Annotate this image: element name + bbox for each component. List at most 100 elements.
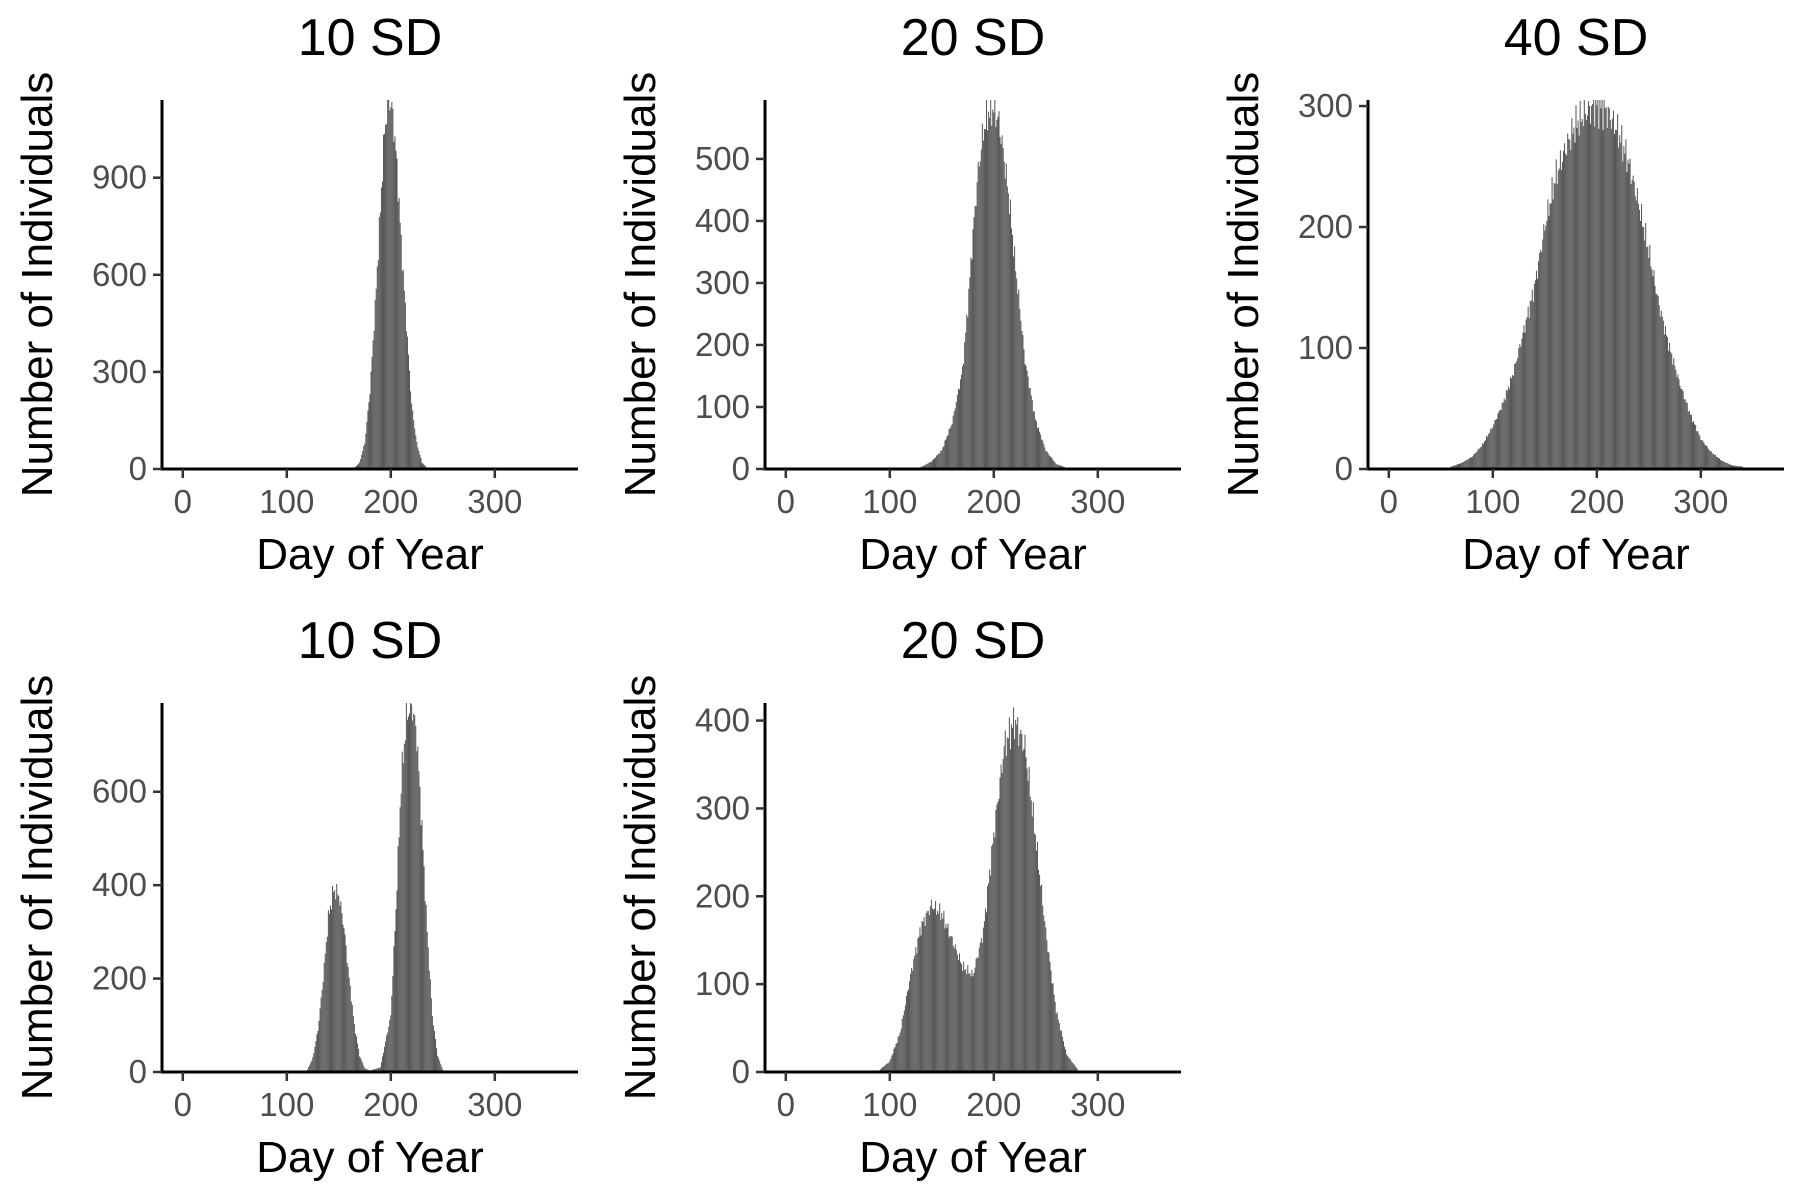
histogram-bar (1720, 459, 1722, 469)
histogram-bar (1674, 365, 1676, 469)
histogram-bar (1548, 215, 1550, 469)
y-tick-label: 300 (695, 264, 750, 301)
histogram-bar (1475, 452, 1477, 469)
histogram-bar (371, 356, 373, 469)
histogram-bar (1032, 802, 1034, 1072)
histogram-bar (1046, 451, 1048, 469)
histogram-bar (1032, 411, 1034, 469)
histogram-bar (429, 979, 431, 1072)
histogram-bar (369, 394, 371, 469)
histogram-bar (334, 890, 336, 1072)
y-tick-label: 100 (695, 388, 750, 425)
histogram-bar (381, 181, 383, 469)
histogram-bar (1487, 436, 1489, 469)
histogram-bar (1631, 179, 1633, 469)
histogram-bar (888, 1062, 890, 1072)
histogram-bar (952, 415, 954, 469)
histogram-bar (1571, 118, 1573, 469)
histogram-bar (946, 436, 948, 469)
histogram-bar (958, 953, 960, 1072)
histogram-bars (878, 707, 1078, 1072)
histogram-bar (940, 450, 942, 469)
histogram-bar (1501, 402, 1503, 469)
histogram-bar (938, 913, 940, 1072)
histogram-bar (416, 442, 418, 469)
histogram-bar (930, 899, 932, 1072)
histogram-bar (1025, 365, 1027, 469)
histogram-bar (406, 719, 408, 1072)
histogram-bar (1515, 362, 1517, 469)
histogram-bar (1654, 285, 1656, 469)
histogram-bar (435, 1039, 437, 1072)
x-axis-title: Day of Year (859, 530, 1087, 579)
histogram-bar (1012, 235, 1014, 469)
histogram-bar (1592, 104, 1594, 469)
histogram-bar (884, 1066, 886, 1072)
histogram-bar (927, 910, 929, 1072)
histogram-bar (1667, 337, 1669, 469)
histogram-bar (361, 454, 363, 469)
histogram-bar (1701, 440, 1703, 469)
histogram-bar (883, 1066, 885, 1072)
histogram-bar (1673, 358, 1675, 469)
histogram-bar (1545, 225, 1547, 469)
histogram-bar (951, 936, 953, 1072)
x-axis-title: Day of Year (256, 1133, 484, 1182)
histogram-bar (1710, 451, 1712, 469)
histogram-bar (1613, 134, 1615, 469)
histogram-bar (1491, 429, 1493, 469)
histogram-bar (1052, 460, 1054, 469)
histogram-bar (1704, 444, 1706, 469)
histogram-bar (396, 158, 398, 469)
histogram-bar (944, 440, 946, 469)
y-tick-label: 0 (129, 450, 147, 487)
histogram-bar (1577, 120, 1579, 469)
histogram-bar (1034, 419, 1036, 469)
y-tick-label: 500 (695, 140, 750, 177)
histogram-bar (1552, 199, 1554, 469)
y-tick-label: 200 (1298, 208, 1353, 245)
histogram-bar (996, 804, 998, 1072)
histogram-bar (1726, 462, 1728, 469)
histogram-bar (1657, 295, 1659, 469)
histogram-bar (961, 374, 963, 469)
histogram-bar (998, 111, 1000, 470)
histogram-bar (308, 1067, 310, 1072)
histogram-bar (991, 125, 993, 469)
histogram-bar (402, 269, 404, 469)
histogram-bar (1634, 196, 1636, 469)
histogram-bar (1534, 280, 1536, 469)
histogram-bar (1575, 105, 1577, 470)
histogram-bar (1481, 443, 1483, 469)
histogram-bar (952, 945, 954, 1072)
histogram-bar (364, 443, 366, 469)
histogram-bar (343, 928, 345, 1072)
histogram-bar (1602, 129, 1604, 470)
histogram-bar (1035, 850, 1037, 1072)
histogram-bar (1664, 325, 1666, 469)
histogram-bar (398, 197, 400, 469)
histogram-bar (1523, 325, 1525, 469)
histogram-bar (1511, 378, 1513, 469)
histogram-bar (1678, 379, 1680, 469)
histogram-bar (1601, 100, 1603, 469)
histogram-bar (1693, 421, 1695, 469)
histogram-bar (1583, 100, 1585, 469)
histogram-bar (1007, 738, 1009, 1072)
histogram-bar (895, 1043, 897, 1072)
histogram-bar (992, 843, 994, 1072)
histogram-bar (1452, 465, 1454, 469)
histogram-bar (921, 920, 923, 1072)
histogram-bar (918, 936, 920, 1072)
histogram-bar (993, 112, 995, 469)
histogram-bar (409, 370, 411, 469)
histogram-bar (353, 1023, 355, 1072)
histogram-bar (430, 998, 432, 1072)
histogram-bar (402, 763, 404, 1072)
histogram-bar (1516, 361, 1518, 469)
histogram-bar (426, 931, 428, 1072)
histogram-bar (1489, 432, 1491, 469)
histogram-bar (341, 913, 343, 1072)
histogram-bar (966, 314, 968, 469)
histogram-bar (1679, 385, 1681, 469)
